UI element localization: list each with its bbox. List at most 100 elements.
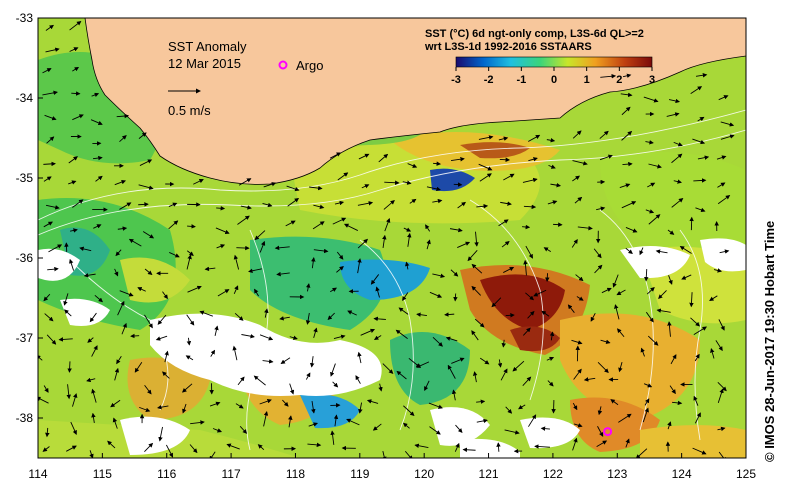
velocity-arrow xyxy=(305,312,311,325)
velocity-arrow xyxy=(333,334,346,340)
velocity-arrow xyxy=(327,312,335,321)
velocity-arrow xyxy=(622,161,633,167)
velocity-arrow xyxy=(543,247,552,253)
velocity-arrow xyxy=(378,153,389,163)
colorbar-tick-label: 2 xyxy=(616,74,622,86)
velocity-arrow xyxy=(671,197,684,208)
velocity-arrow xyxy=(505,406,513,414)
velocity-arrow xyxy=(189,444,198,454)
velocity-arrow xyxy=(432,198,443,204)
velocity-arrow xyxy=(426,186,441,192)
velocity-arrow xyxy=(717,426,726,432)
velocity-arrow xyxy=(239,425,248,434)
colorbar-caption-line1: SST (°C) 6d ngt-only comp, L3S-6d QL>=2 xyxy=(425,28,644,40)
velocity-arrow xyxy=(523,204,537,210)
velocity-arrow xyxy=(642,407,649,423)
velocity-arrow xyxy=(467,250,478,262)
velocity-arrow xyxy=(330,363,336,377)
velocity-arrow xyxy=(117,300,125,316)
velocity-arrow xyxy=(347,310,357,316)
velocity-arrow xyxy=(416,361,430,368)
velocity-arrow xyxy=(534,444,551,449)
velocity-arrow xyxy=(139,406,151,412)
velocity-arrow xyxy=(645,140,654,145)
velocity-arrow xyxy=(644,398,650,406)
velocity-arrow xyxy=(144,384,152,395)
velocity-arrow xyxy=(216,206,226,211)
velocity-arrow xyxy=(622,73,632,78)
velocity-arrow xyxy=(695,207,706,213)
velocity-arrow xyxy=(572,160,588,166)
velocity-arrow xyxy=(572,402,578,411)
velocity-arrow xyxy=(72,114,84,121)
velocity-arrow xyxy=(383,199,395,210)
argo-float-marker xyxy=(603,427,613,437)
velocity-arrow xyxy=(597,361,609,374)
velocity-arrow xyxy=(233,254,240,270)
velocity-arrow xyxy=(69,47,79,52)
colorbar-tick-label: 0 xyxy=(551,74,557,86)
velocity-arrow xyxy=(276,271,290,277)
velocity-arrow xyxy=(68,156,78,164)
velocity-arrow xyxy=(214,325,219,336)
velocity-arrow xyxy=(309,356,315,368)
velocity-arrow xyxy=(450,157,465,162)
x-tick-label: 122 xyxy=(543,467,563,481)
velocity-arrow xyxy=(72,199,84,208)
velocity-arrow xyxy=(549,331,555,341)
velocity-arrow xyxy=(472,371,478,383)
velocity-arrow xyxy=(312,221,325,230)
velocity-arrow xyxy=(91,345,98,357)
velocity-arrow xyxy=(253,375,266,386)
velocity-arrow xyxy=(616,289,626,296)
velocity-arrow xyxy=(282,399,289,407)
velocity-arrow xyxy=(583,377,596,382)
velocity-arrow xyxy=(119,135,127,142)
velocity-arrow xyxy=(479,357,490,365)
velocity-arrow xyxy=(668,98,681,104)
velocity-arrow xyxy=(709,295,718,301)
velocity-arrow xyxy=(71,91,81,96)
velocity-arrow xyxy=(692,138,706,145)
velocity-arrow xyxy=(478,163,493,171)
velocity-arrow xyxy=(462,447,476,453)
velocity-arrow xyxy=(360,328,376,336)
velocity-arrow xyxy=(658,290,667,299)
x-tick-label: 117 xyxy=(222,467,241,481)
velocity-arrow xyxy=(226,443,240,450)
velocity-arrow xyxy=(409,198,417,204)
velocity-arrow xyxy=(644,269,649,282)
velocity-arrow xyxy=(128,238,142,247)
velocity-arrow xyxy=(263,182,277,188)
velocity-arrow xyxy=(533,289,547,297)
velocity-arrow xyxy=(503,267,515,273)
velocity-arrow xyxy=(121,322,127,335)
velocity-arrow xyxy=(567,304,575,313)
x-tick-label: 119 xyxy=(350,467,369,481)
velocity-arrow xyxy=(305,372,311,380)
velocity-arrow xyxy=(547,200,558,205)
velocity-arrow xyxy=(666,112,680,117)
plot-area xyxy=(38,18,746,458)
velocity-arrow xyxy=(330,430,335,445)
velocity-arrow xyxy=(234,312,244,321)
velocity-arrow xyxy=(137,287,146,292)
velocity-arrow xyxy=(46,136,55,144)
velocity-arrow xyxy=(625,227,638,233)
velocity-arrow xyxy=(656,308,671,313)
y-tick-label: -33 xyxy=(16,11,34,25)
velocity-arrow xyxy=(279,316,290,321)
velocity-arrow xyxy=(43,161,56,167)
velocity-arrow xyxy=(334,200,345,206)
velocity-arrow xyxy=(612,274,619,288)
velocity-arrow xyxy=(366,399,379,404)
velocity-arrow xyxy=(425,224,431,232)
velocity-arrow xyxy=(454,442,460,452)
velocity-arrow xyxy=(471,330,479,341)
x-tick-label: 121 xyxy=(479,467,499,481)
velocity-arrow xyxy=(639,247,644,256)
credit-text: © IMOS 28-Jun-2017 19:30 Hobart Time xyxy=(762,220,777,462)
velocity-arrow xyxy=(162,291,168,300)
velocity-arrow xyxy=(186,254,192,270)
velocity-arrow xyxy=(719,249,730,254)
